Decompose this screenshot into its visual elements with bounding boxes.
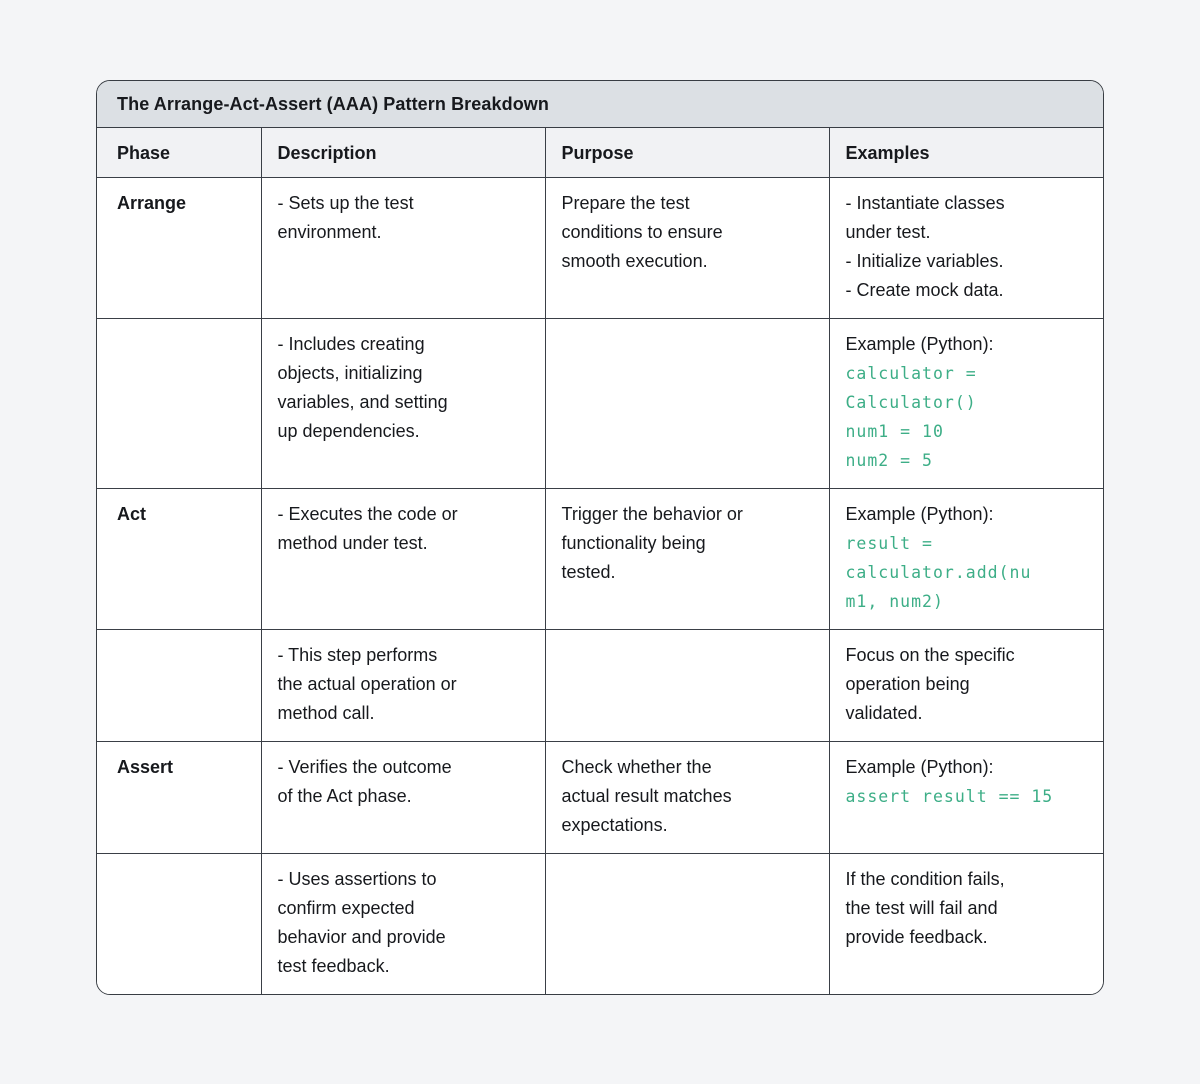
example-code-snippet: calculator = Calculator() num1 = 10 num2… xyxy=(845,364,977,470)
purpose-text: Prepare the test conditions to ensure sm… xyxy=(561,193,723,271)
phase-label: Act xyxy=(117,504,147,524)
description-text: - Verifies the outcome of the Act phase. xyxy=(277,757,452,806)
purpose-text: Trigger the behavior or functionality be… xyxy=(561,504,743,582)
cell-description: - Executes the code or method under test… xyxy=(260,488,546,630)
purpose-text: Check whether the actual result matches … xyxy=(561,757,732,835)
cell-description: - Verifies the outcome of the Act phase. xyxy=(260,741,546,854)
examples-text: - Instantiate classes under test. - Init… xyxy=(845,193,1005,300)
cell-phase xyxy=(97,318,262,489)
phase-label: Arrange xyxy=(117,193,187,213)
cell-purpose: Trigger the behavior or functionality be… xyxy=(544,488,830,630)
table-row-act-2: - This step performs the actual operatio… xyxy=(97,629,1103,742)
cell-phase: Assert xyxy=(97,741,262,854)
cell-purpose xyxy=(544,853,830,994)
cell-examples: Focus on the specific operation being va… xyxy=(828,629,1103,742)
cell-phase: Arrange xyxy=(97,177,262,319)
cell-description: - Sets up the test environment. xyxy=(260,177,546,319)
cell-description: - Uses assertions to confirm expected be… xyxy=(260,853,546,994)
description-text: - Includes creating objects, initializin… xyxy=(277,334,448,441)
cell-purpose: Prepare the test conditions to ensure sm… xyxy=(544,177,830,319)
cell-examples: If the condition fails, the test will fa… xyxy=(828,853,1103,994)
example-language-label: Example (Python): xyxy=(845,504,994,524)
cell-purpose: Check whether the actual result matches … xyxy=(544,741,830,854)
column-header-purpose: Purpose xyxy=(544,127,830,178)
example-language-label: Example (Python): xyxy=(845,334,994,354)
column-header-examples-label: Examples xyxy=(845,143,930,163)
examples-text: Focus on the specific operation being va… xyxy=(845,645,1015,723)
cell-description: - Includes creating objects, initializin… xyxy=(260,318,546,489)
description-text: - This step performs the actual operatio… xyxy=(277,645,457,723)
table-row-arrange-2: - Includes creating objects, initializin… xyxy=(97,318,1103,489)
examples-text: If the condition fails, the test will fa… xyxy=(845,869,1005,947)
table-title-bar: The Arrange-Act-Assert (AAA) Pattern Bre… xyxy=(97,81,1103,128)
cell-phase xyxy=(97,853,262,994)
column-header-purpose-label: Purpose xyxy=(561,143,634,163)
table-row-arrange-1: Arrange - Sets up the test environment. … xyxy=(97,177,1103,319)
cell-purpose xyxy=(544,629,830,742)
cell-examples: - Instantiate classes under test. - Init… xyxy=(828,177,1103,319)
column-header-phase-label: Phase xyxy=(117,143,171,163)
cell-examples: Example (Python): assert result == 15 xyxy=(828,741,1103,854)
table-row-assert-1: Assert - Verifies the outcome of the Act… xyxy=(97,741,1103,854)
column-header-phase: Phase xyxy=(97,127,262,178)
cell-examples: Example (Python): result = calculator.ad… xyxy=(828,488,1103,630)
header-row: Phase Description Purpose Examples xyxy=(97,127,1103,178)
phase-label: Assert xyxy=(117,757,174,777)
cell-description: - This step performs the actual operatio… xyxy=(260,629,546,742)
cell-purpose xyxy=(544,318,830,489)
aaa-table: Phase Description Purpose Examples Arran… xyxy=(97,127,1103,994)
column-header-description-label: Description xyxy=(277,143,377,163)
description-text: - Sets up the test environment. xyxy=(277,193,414,242)
column-header-description: Description xyxy=(260,127,546,178)
example-language-label: Example (Python): xyxy=(845,757,994,777)
cell-examples: Example (Python): calculator = Calculato… xyxy=(828,318,1103,489)
cell-phase: Act xyxy=(97,488,262,630)
table-title: The Arrange-Act-Assert (AAA) Pattern Bre… xyxy=(117,93,550,114)
example-code-snippet: assert result == 15 xyxy=(845,787,1054,806)
description-text: - Uses assertions to confirm expected be… xyxy=(277,869,446,976)
table-row-act-1: Act - Executes the code or method under … xyxy=(97,488,1103,630)
table-row-assert-2: - Uses assertions to confirm expected be… xyxy=(97,853,1103,994)
column-header-examples: Examples xyxy=(828,127,1103,178)
cell-phase xyxy=(97,629,262,742)
aaa-pattern-table-card: The Arrange-Act-Assert (AAA) Pattern Bre… xyxy=(96,80,1104,995)
description-text: - Executes the code or method under test… xyxy=(277,504,458,553)
example-code-snippet: result = calculator.add(nu m1, num2) xyxy=(845,534,1032,611)
